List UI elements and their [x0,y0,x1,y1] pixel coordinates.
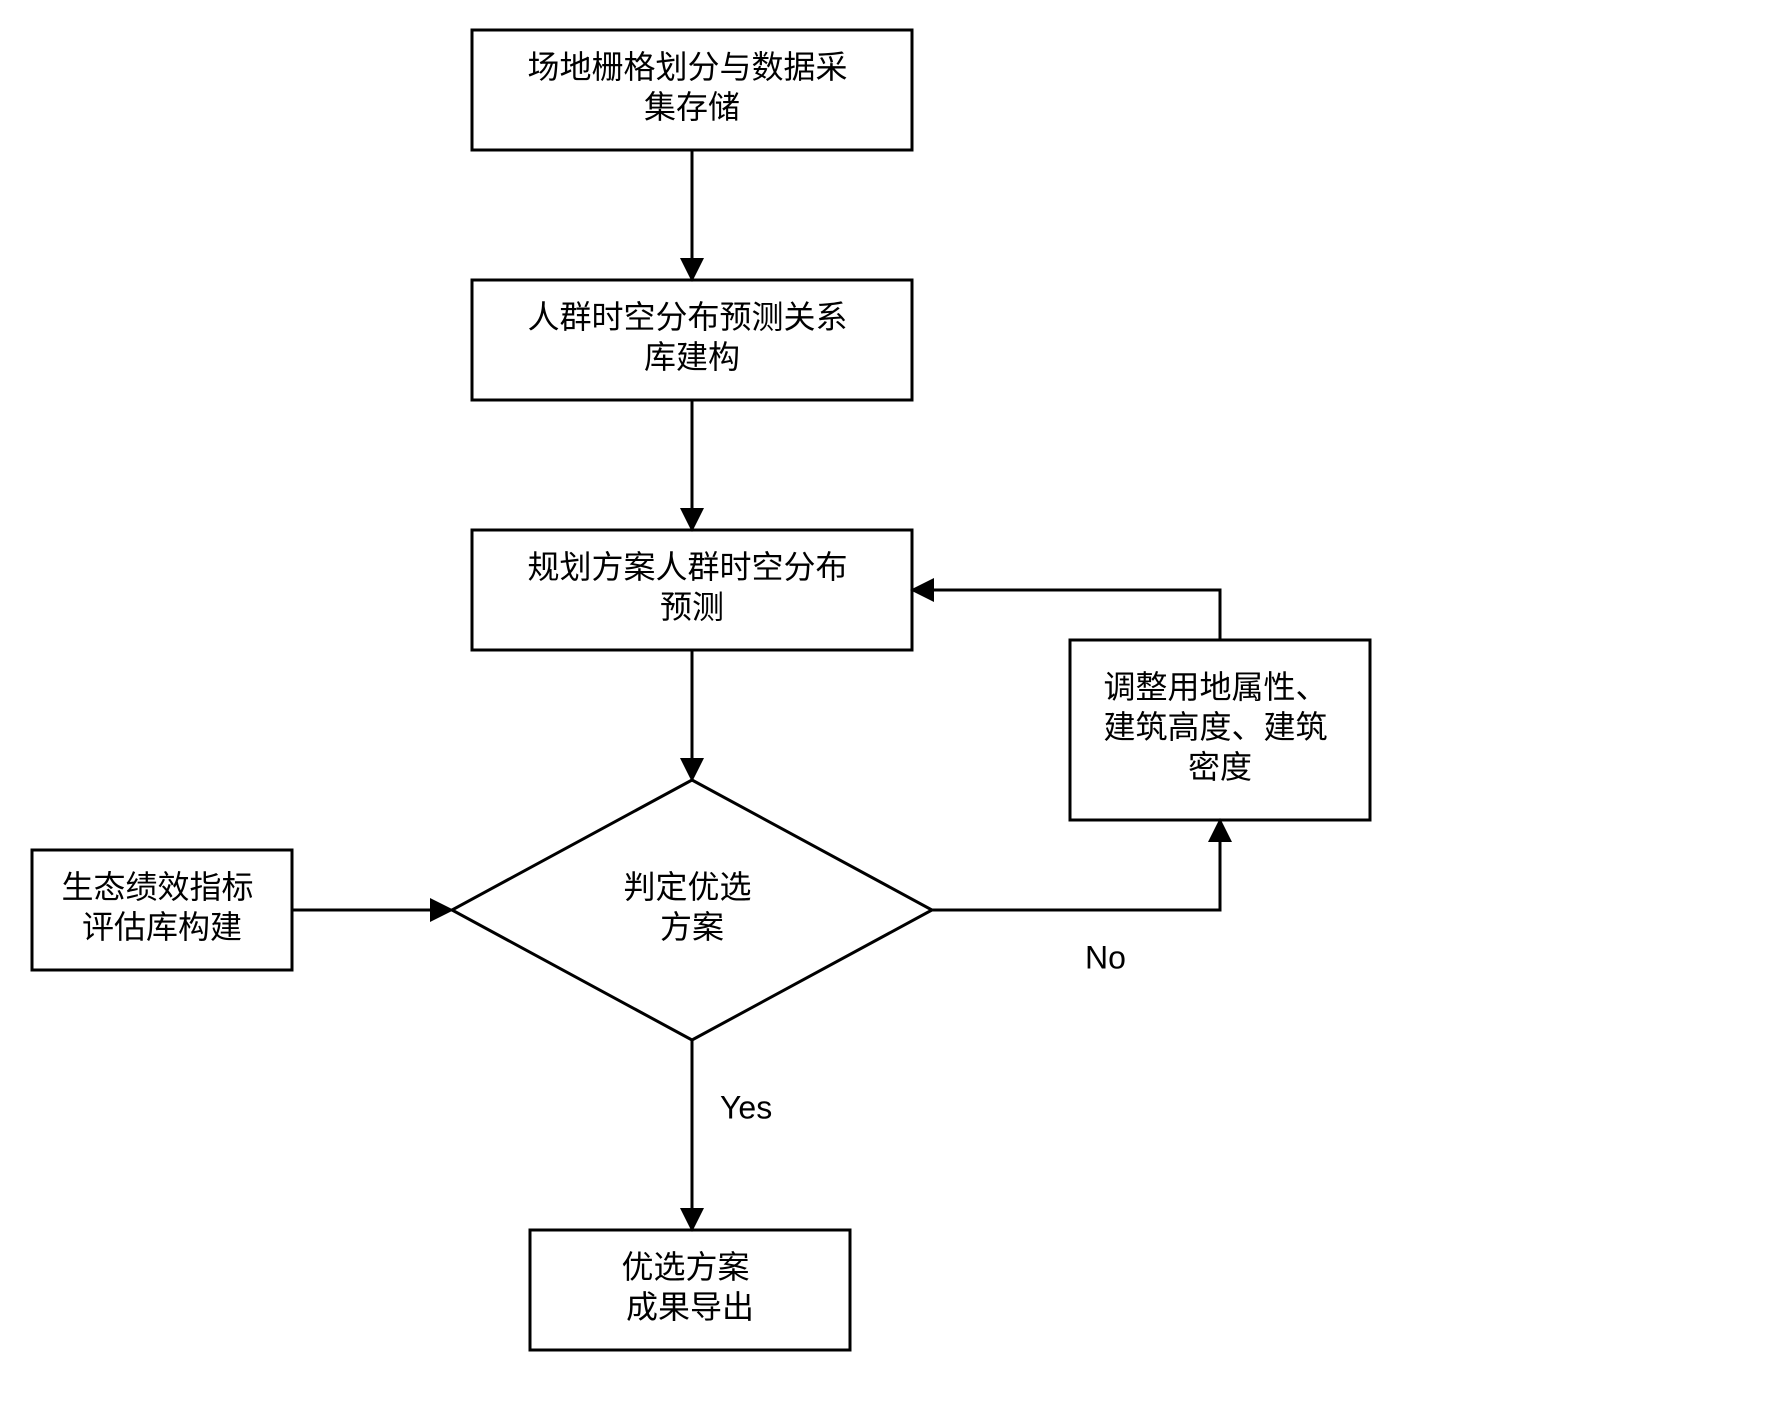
edge-n5-n6-no [932,820,1220,910]
node-relation-db-build: 人群时空分布预测关系 库建构 [472,280,912,400]
node-eco-index-build: 生态绩效指标 评估库构建 [32,850,292,970]
flowchart-canvas: 场地栅格划分与数据采 集存储 人群时空分布预测关系 库建构 规划方案人群时空分布… [0,0,1785,1405]
node-decision-select: 判定优选 方案 [452,780,932,1040]
edge-label-yes: Yes [720,1089,772,1125]
node-distribution-predict: 规划方案人群时空分布 预测 [472,530,912,650]
edge-label-no: No [1085,939,1126,975]
node-adjust-params: 调整用地属性、 建筑高度、建筑 密度 [1070,640,1370,820]
node-export-result: 优选方案 成果导出 [530,1230,850,1350]
edge-n6-n3 [912,590,1220,640]
node-grid-data-collection: 场地栅格划分与数据采 集存储 [472,30,912,150]
